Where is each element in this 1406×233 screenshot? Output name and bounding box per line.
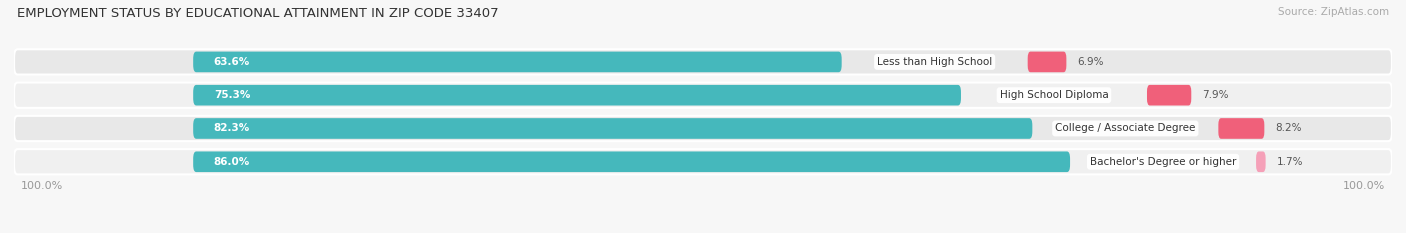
FancyBboxPatch shape bbox=[1147, 85, 1191, 106]
FancyBboxPatch shape bbox=[1028, 51, 1066, 72]
FancyBboxPatch shape bbox=[193, 51, 842, 72]
FancyBboxPatch shape bbox=[14, 116, 1392, 141]
Text: 1.7%: 1.7% bbox=[1277, 157, 1303, 167]
Legend: In Labor Force, Unemployed: In Labor Force, Unemployed bbox=[598, 230, 808, 233]
Text: 63.6%: 63.6% bbox=[214, 57, 250, 67]
FancyBboxPatch shape bbox=[14, 149, 1392, 175]
Text: High School Diploma: High School Diploma bbox=[1000, 90, 1108, 100]
FancyBboxPatch shape bbox=[1256, 151, 1265, 172]
Text: 82.3%: 82.3% bbox=[214, 123, 250, 134]
FancyBboxPatch shape bbox=[1219, 118, 1264, 139]
Text: 86.0%: 86.0% bbox=[214, 157, 250, 167]
Text: 100.0%: 100.0% bbox=[1343, 181, 1385, 191]
Text: Source: ZipAtlas.com: Source: ZipAtlas.com bbox=[1278, 7, 1389, 17]
FancyBboxPatch shape bbox=[14, 49, 1392, 75]
Text: 75.3%: 75.3% bbox=[214, 90, 250, 100]
Text: 6.9%: 6.9% bbox=[1077, 57, 1104, 67]
FancyBboxPatch shape bbox=[193, 151, 1070, 172]
FancyBboxPatch shape bbox=[193, 118, 1032, 139]
FancyBboxPatch shape bbox=[193, 85, 960, 106]
Text: College / Associate Degree: College / Associate Degree bbox=[1054, 123, 1195, 134]
Text: 8.2%: 8.2% bbox=[1275, 123, 1302, 134]
Text: EMPLOYMENT STATUS BY EDUCATIONAL ATTAINMENT IN ZIP CODE 33407: EMPLOYMENT STATUS BY EDUCATIONAL ATTAINM… bbox=[17, 7, 499, 20]
Text: 100.0%: 100.0% bbox=[21, 181, 63, 191]
FancyBboxPatch shape bbox=[14, 82, 1392, 108]
Text: 7.9%: 7.9% bbox=[1202, 90, 1229, 100]
Text: Bachelor's Degree or higher: Bachelor's Degree or higher bbox=[1090, 157, 1236, 167]
Text: Less than High School: Less than High School bbox=[877, 57, 993, 67]
